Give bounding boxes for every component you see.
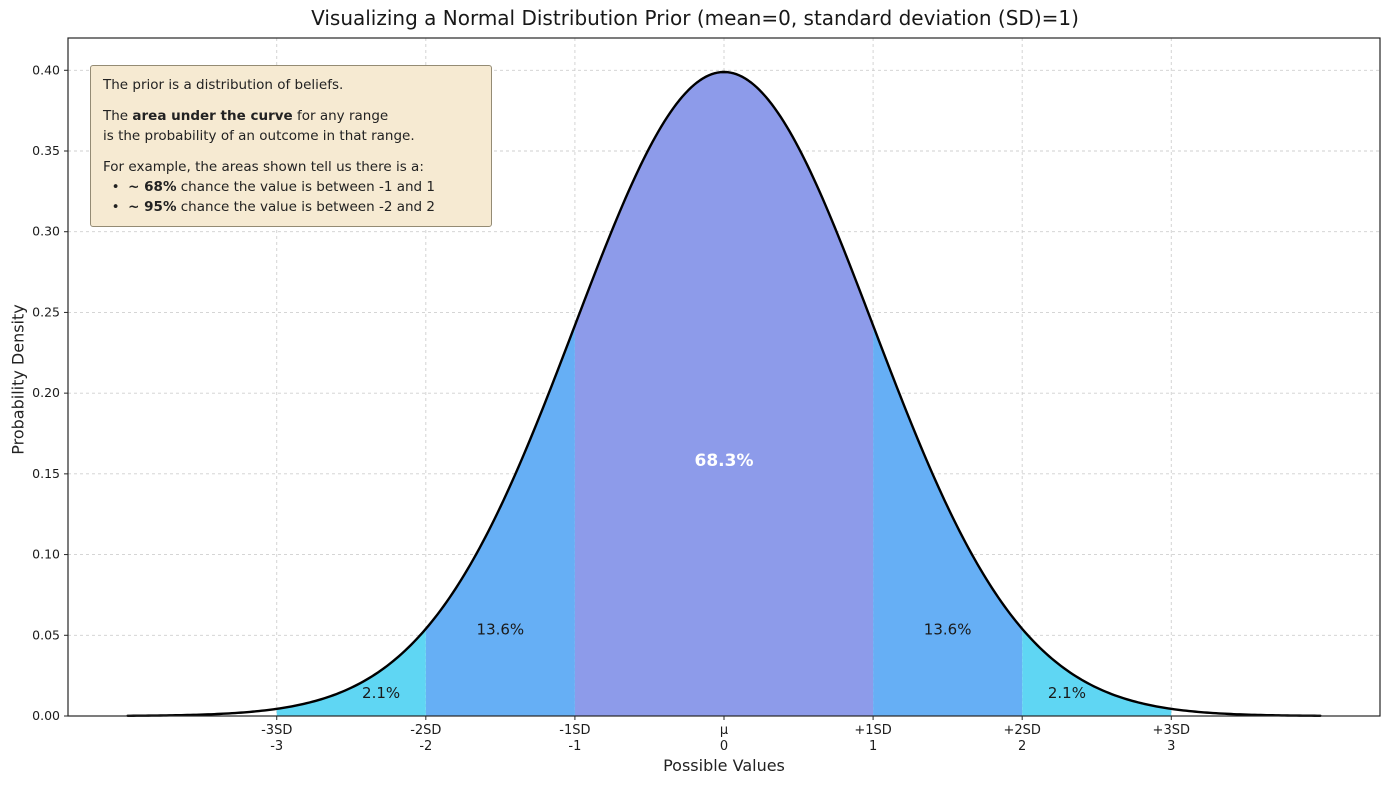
x-tick-num-label: -2 (419, 739, 432, 754)
annotation-bold-text: ~ 68% (128, 179, 177, 195)
sigma-region-fill (574, 71, 874, 717)
annotation-gap (103, 95, 479, 106)
annotation-text: • (103, 199, 129, 215)
x-tick-sd-label: -2SD (410, 723, 441, 738)
x-tick-num-label: 1 (869, 739, 877, 754)
x-tick-sd-label: +1SD (854, 723, 891, 738)
x-tick-sd-label: μ (720, 723, 728, 738)
region-percentage-label: 13.6% (477, 620, 525, 638)
sigma-region-fill (276, 628, 426, 716)
x-tick-num-label: 0 (720, 739, 728, 754)
x-tick-num-label: -1 (568, 739, 581, 754)
annotation-line: is the probability of an outcome in that… (103, 126, 479, 146)
annotation-line: • ~ 95% chance the value is between -2 a… (103, 197, 479, 217)
annotation-text: chance the value is between -2 and 2 (176, 199, 435, 215)
sigma-region-fill (1022, 628, 1172, 716)
y-tick-label: 0.30 (32, 224, 60, 239)
region-percentage-label: 2.1% (362, 684, 400, 702)
annotation-bold-text: ~ 95% (128, 199, 177, 215)
annotation-line: The prior is a distribution of beliefs. (103, 75, 479, 95)
annotation-text: • (103, 179, 129, 195)
annotation-line: • ~ 68% chance the value is between -1 a… (103, 177, 479, 197)
annotation-bold-text: area under the curve (132, 108, 293, 124)
annotation-text: chance the value is between -1 and 1 (176, 179, 435, 195)
region-percentage-label: 13.6% (924, 620, 972, 638)
annotation-box: The prior is a distribution of beliefs. T… (90, 65, 492, 227)
region-percentage-label: 68.3% (695, 451, 754, 471)
y-tick-label: 0.15 (32, 466, 60, 481)
annotation-line: The area under the curve for any range (103, 106, 479, 126)
x-axis-label: Possible Values (663, 756, 785, 775)
annotation-text: is the probability of an outcome in that… (103, 128, 415, 144)
region-percentage-label: 2.1% (1048, 684, 1086, 702)
annotation-text: The (103, 108, 133, 124)
annotation-text: For example, the areas shown tell us the… (103, 159, 424, 175)
y-tick-label: 0.05 (32, 627, 60, 642)
annotation-text: for any range (292, 108, 389, 124)
x-tick-sd-label: +2SD (1003, 723, 1040, 738)
x-tick-sd-label: -1SD (559, 723, 590, 738)
y-tick-label: 0.10 (32, 547, 60, 562)
annotation-text: The prior is a distribution of beliefs. (103, 77, 344, 93)
y-tick-label: 0.00 (32, 708, 60, 723)
x-tick-num-label: 3 (1167, 739, 1175, 754)
y-tick-label: 0.25 (32, 304, 60, 319)
y-tick-label: 0.20 (32, 385, 60, 400)
density-curve (126, 70, 1322, 717)
x-tick-sd-label: -3SD (261, 723, 292, 738)
annotation-line: For example, the areas shown tell us the… (103, 157, 479, 177)
y-tick-label: 0.35 (32, 143, 60, 158)
x-tick-num-label: 2 (1018, 739, 1026, 754)
x-tick-sd-label: +3SD (1153, 723, 1190, 738)
chart-title: Visualizing a Normal Distribution Prior … (311, 6, 1079, 30)
annotation-gap (103, 146, 479, 157)
x-tick-num-label: -3 (270, 739, 283, 754)
y-axis-label: Probability Density (8, 304, 28, 455)
y-tick-label: 0.40 (32, 62, 60, 77)
